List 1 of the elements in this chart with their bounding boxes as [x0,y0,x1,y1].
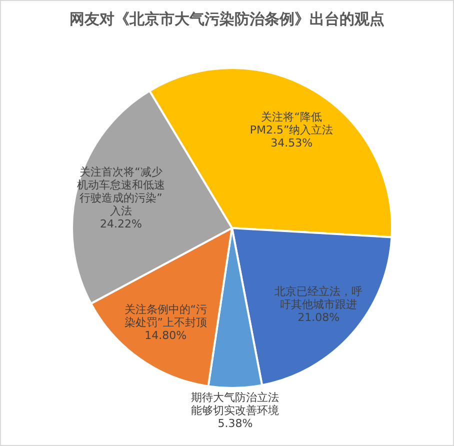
title: 网友对《北京市大气污染防治条例》出台的观点 [70,10,384,28]
